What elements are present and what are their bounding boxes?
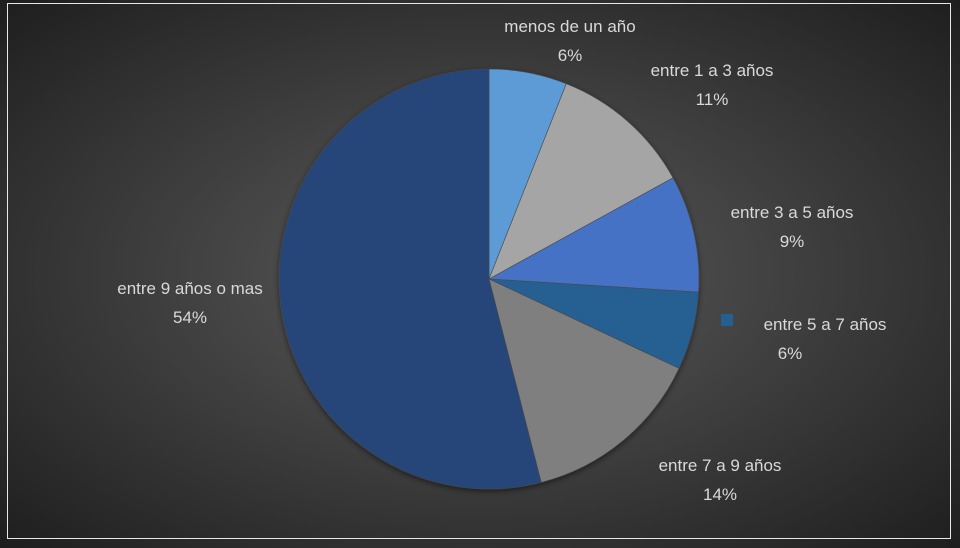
legend-key [721, 314, 733, 326]
pie-slice [488, 83, 674, 280]
data-label: menos de un año 6% [504, 12, 635, 70]
value-label: 14% [702, 485, 738, 504]
pie-slice [488, 278, 680, 483]
value-label: 6% [777, 344, 803, 363]
value-label: 11% [695, 90, 729, 109]
category-label: entre 1 a 3 años [650, 61, 774, 80]
data-label: entre 3 a 5 años 9% [731, 198, 854, 256]
category-label: entre 9 años o mas [117, 279, 263, 298]
pie-slice [278, 68, 542, 490]
value-label: 54% [172, 308, 208, 327]
data-label: entre 5 a 7 años 6% [764, 310, 887, 368]
category-label: menos de un año [504, 17, 636, 36]
category-label: entre 7 a 9 años [658, 456, 782, 475]
data-label: entre 1 a 3 años 11% [651, 56, 774, 114]
data-label: entre 7 a 9 años 14% [659, 451, 782, 509]
data-label: entre 9 años o mas 54% [115, 274, 265, 332]
value-label: 6% [557, 46, 583, 65]
chart-border [7, 3, 951, 539]
category-label: entre 3 a 5 años [730, 203, 854, 222]
category-label: entre 5 a 7 años [763, 315, 887, 334]
value-label: 9% [779, 232, 805, 251]
pie-slice [487, 177, 700, 293]
